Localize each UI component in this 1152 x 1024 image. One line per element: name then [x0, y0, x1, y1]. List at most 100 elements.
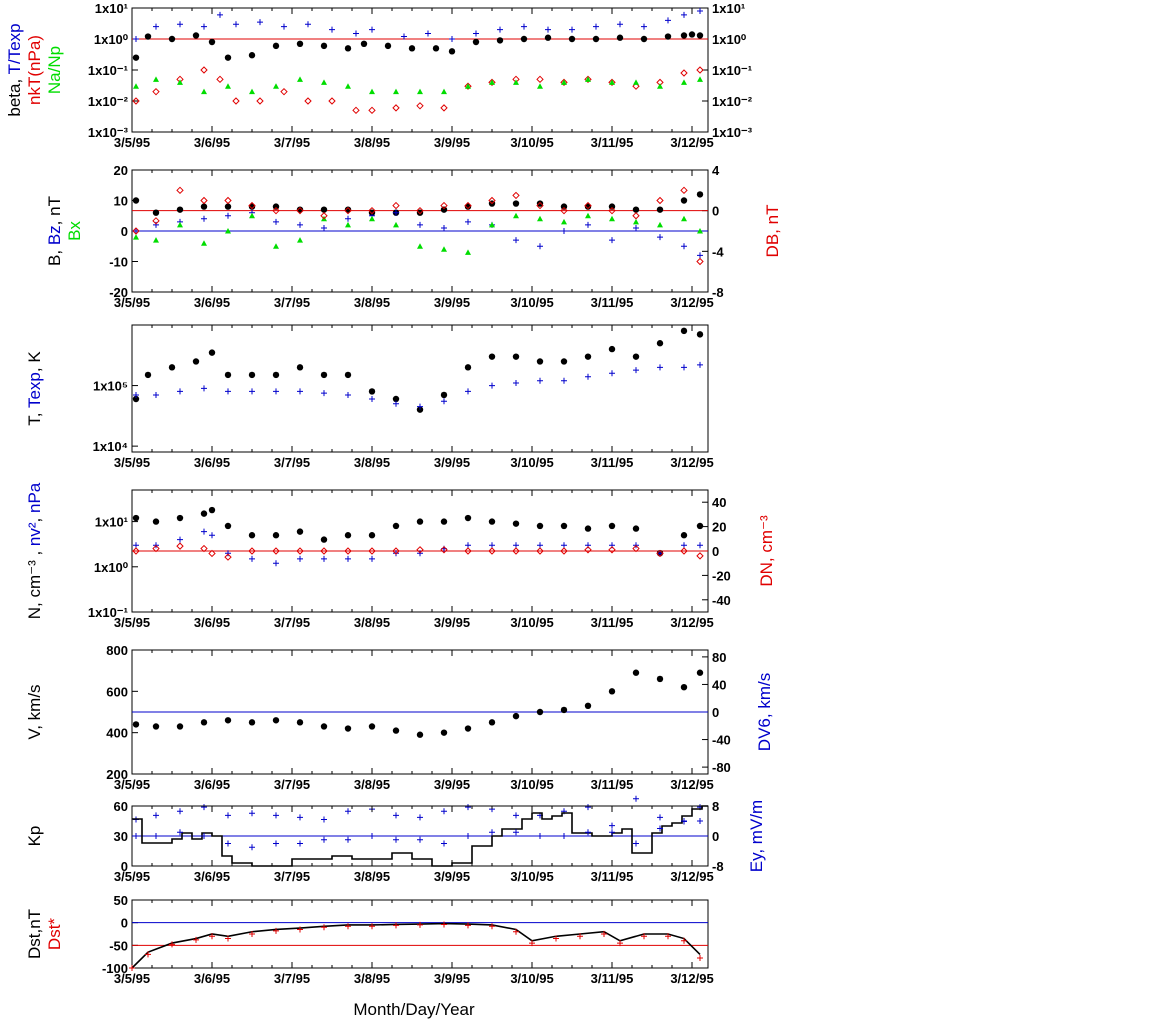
data-point	[249, 931, 255, 937]
data-point	[417, 836, 423, 843]
data-point	[201, 385, 207, 392]
data-point	[585, 804, 591, 811]
data-point	[657, 825, 663, 832]
data-point	[489, 221, 495, 228]
x-tick-label: 3/7/95	[274, 869, 310, 884]
data-point	[513, 79, 519, 85]
data-point	[344, 547, 352, 555]
data-point	[680, 186, 688, 195]
data-point	[168, 35, 176, 43]
y-tick-label: 200	[106, 767, 128, 782]
data-point	[664, 33, 672, 40]
data-point	[441, 246, 447, 252]
data-point	[465, 249, 471, 255]
data-point	[585, 212, 591, 219]
data-point	[248, 203, 256, 210]
x-tick-label: 3/7/95	[274, 971, 310, 986]
data-point	[464, 82, 472, 90]
data-point	[152, 723, 160, 730]
panel-beta: 3/5/95 3/6/95 3/7/95 3/8/95 3/9/95 3/10/95 3/1…	[5, 1, 753, 150]
data-point	[465, 83, 471, 89]
y-tick-label-right: 1x10⁻³	[712, 125, 753, 140]
data-point	[561, 377, 567, 384]
data-point	[632, 353, 640, 360]
data-point	[416, 731, 424, 738]
data-point	[393, 836, 399, 843]
x-tick-label: 3/9/95	[434, 869, 470, 884]
data-point	[320, 536, 328, 543]
data-point	[513, 812, 519, 819]
data-point	[393, 812, 399, 819]
x-axis: 3/5/95 3/6/95 3/7/95 3/8/95 3/9/95 3/10/95 3/1…	[114, 325, 714, 470]
x-tick-label: 3/9/95	[434, 135, 470, 150]
data-point	[296, 547, 304, 555]
data-point	[133, 36, 139, 42]
data-point	[153, 221, 159, 228]
x-tick-label: 3/12/95	[670, 777, 713, 792]
data-point	[584, 353, 592, 360]
data-point	[632, 525, 640, 532]
data-point	[696, 257, 704, 266]
data-point	[656, 549, 664, 558]
data-point	[273, 388, 279, 395]
data-point	[273, 243, 279, 249]
data-point	[512, 712, 520, 720]
data-point	[513, 928, 519, 935]
data-point	[609, 829, 615, 836]
y-tick-label: -50	[109, 938, 128, 953]
data-point	[257, 19, 263, 26]
data-point	[657, 550, 663, 557]
y-tick-label: 0	[121, 859, 128, 874]
series-0	[132, 805, 708, 867]
data-point	[249, 212, 255, 219]
data-point	[201, 833, 207, 839]
data-point	[321, 555, 327, 562]
y-tick-label-right: -40	[712, 593, 731, 608]
data-point	[464, 725, 472, 732]
data-point	[249, 88, 255, 95]
data-point	[272, 547, 280, 555]
data-point	[320, 723, 328, 730]
data-point	[464, 514, 472, 522]
y-tick-label-right: 80	[712, 650, 726, 665]
data-point	[393, 922, 399, 929]
data-point	[320, 547, 328, 555]
data-point	[368, 547, 376, 555]
data-point	[696, 331, 704, 338]
data-point	[144, 33, 152, 40]
data-point	[416, 518, 424, 525]
x-tick-label: 3/5/95	[114, 295, 150, 310]
y-axis-right: 1x10¹ 1x10⁰ 1x10⁻¹ 1x10⁻² 1x10⁻³	[702, 1, 753, 140]
data-point	[657, 364, 663, 371]
right-axis-title: Ey, mV/m	[747, 800, 766, 872]
data-point	[633, 224, 639, 231]
data-point	[681, 818, 687, 824]
series-3	[133, 76, 703, 95]
data-point	[561, 228, 567, 234]
y-axis-left: 60 30 0	[114, 799, 138, 874]
y-tick-label: 600	[106, 684, 128, 699]
y-tick-label: 20	[114, 163, 128, 178]
x-tick-label: 3/6/95	[194, 455, 230, 470]
x-tick-label: 3/9/95	[434, 971, 470, 986]
panel-dst: 3/5/95 3/6/95 3/7/95 3/8/95 3/9/95 3/10/95 3/1…	[25, 893, 714, 986]
data-point	[560, 547, 568, 555]
data-point	[132, 395, 140, 403]
data-point	[697, 818, 703, 824]
data-point	[200, 544, 208, 553]
x-tick-label: 3/8/95	[354, 971, 390, 986]
data-point	[585, 76, 591, 82]
y-tick-label: -100	[102, 961, 128, 976]
y-tick-label: 800	[106, 643, 128, 658]
data-point	[297, 221, 303, 228]
data-point	[369, 833, 375, 839]
data-point	[320, 42, 328, 50]
axis-title-segment: nPa	[25, 482, 44, 513]
series-1	[133, 818, 703, 851]
data-point	[368, 209, 376, 216]
data-point	[465, 833, 471, 839]
data-point	[321, 836, 327, 843]
data-point	[224, 371, 232, 379]
data-point	[681, 364, 687, 371]
data-point	[344, 532, 352, 539]
